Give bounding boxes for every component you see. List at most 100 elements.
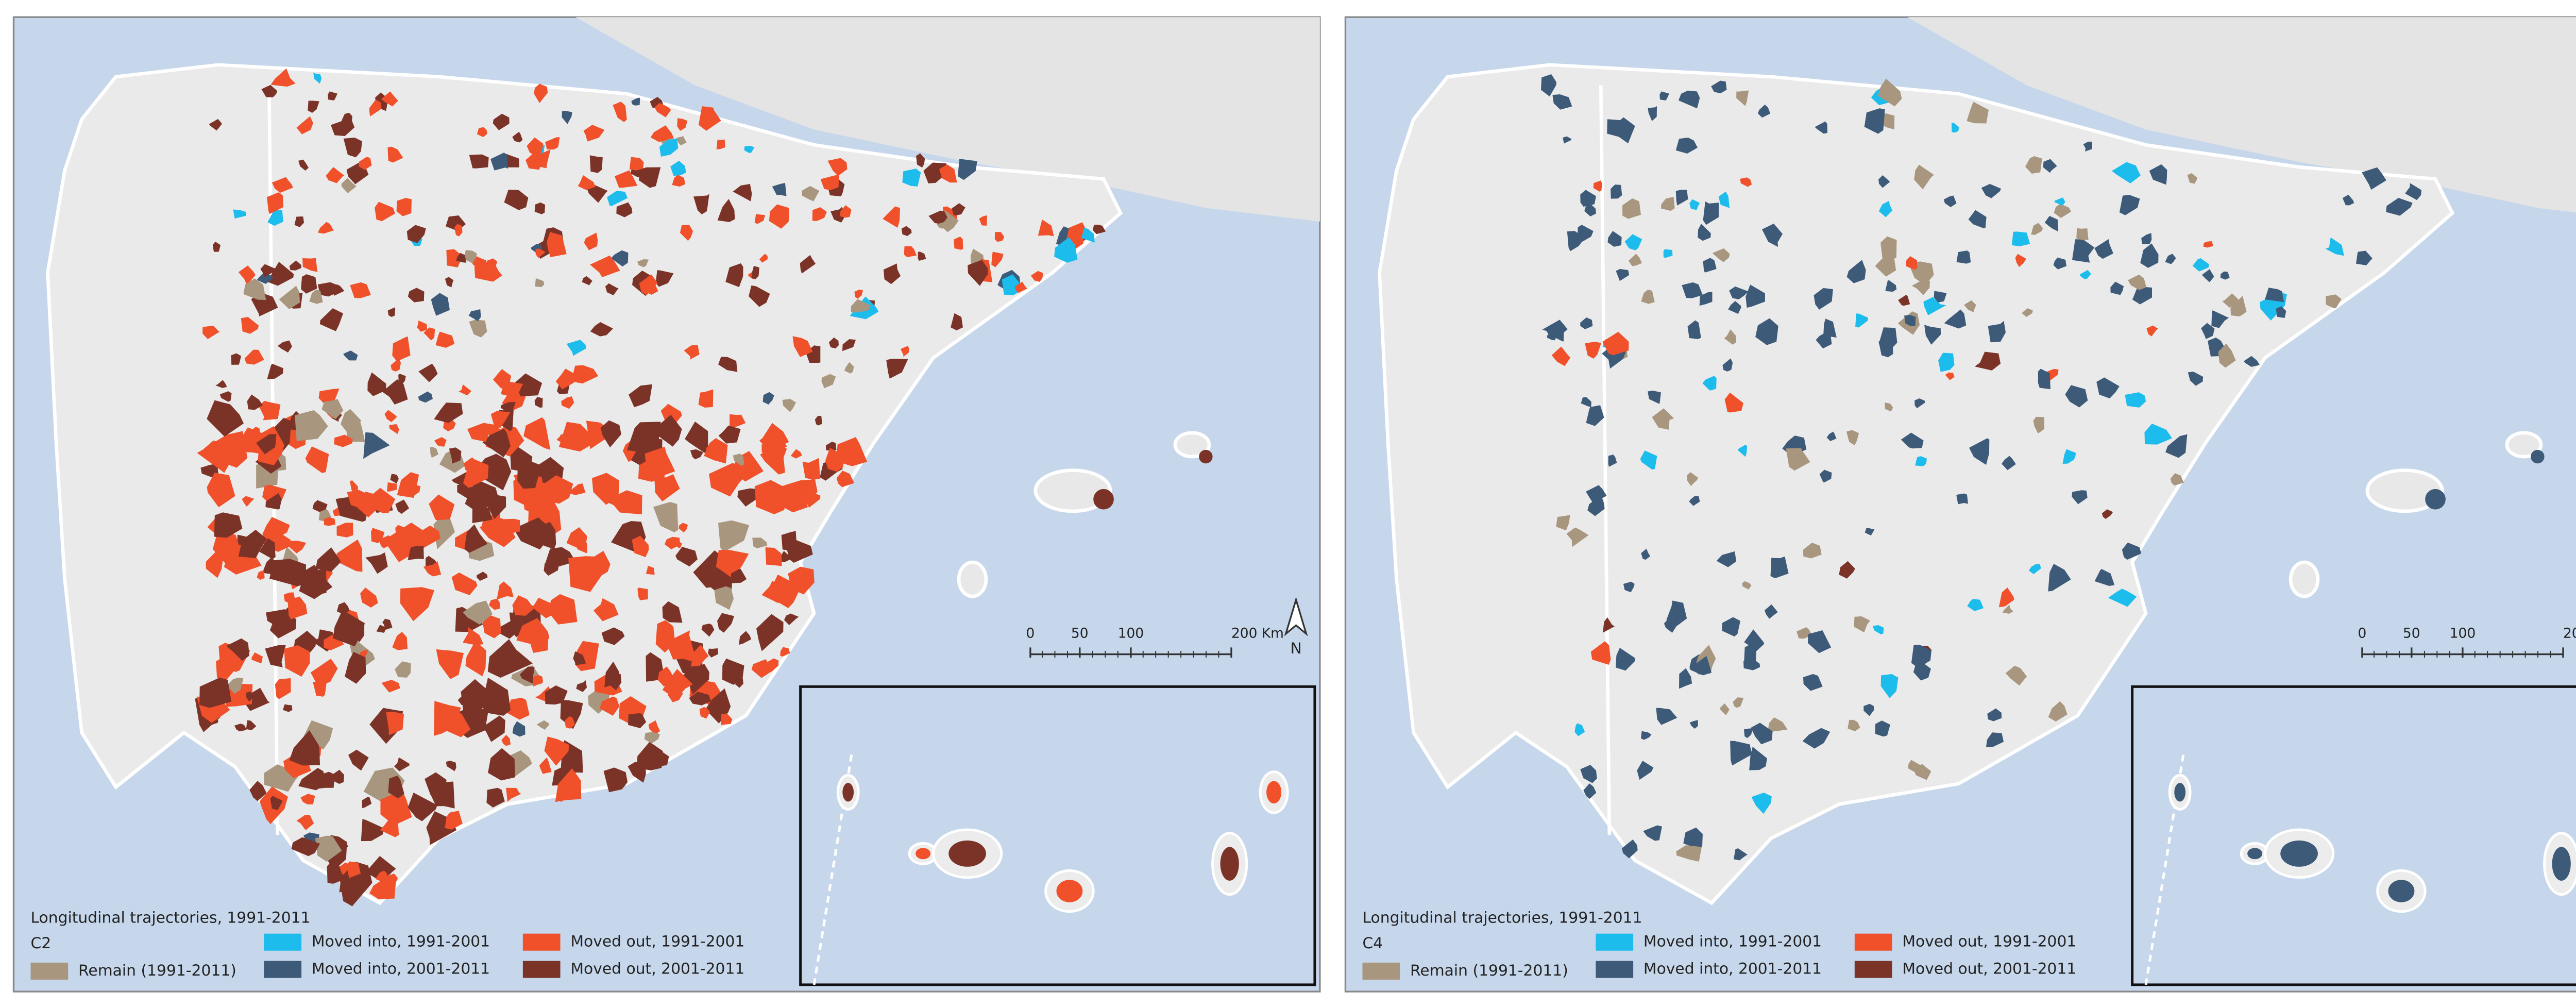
municipality-patch bbox=[2062, 449, 2076, 464]
municipality-patch bbox=[436, 649, 464, 679]
municipality-patch bbox=[1885, 402, 1893, 412]
municipality-patch bbox=[514, 373, 543, 397]
municipality-patch bbox=[781, 531, 796, 551]
municipality-patch bbox=[689, 692, 711, 706]
municipality-patch bbox=[370, 528, 385, 544]
municipality-patch bbox=[1641, 548, 1651, 560]
island bbox=[1173, 431, 1211, 459]
municipality-patch bbox=[790, 449, 802, 459]
municipality-patch bbox=[836, 471, 855, 488]
municipality-patch bbox=[483, 715, 505, 742]
municipality-patch bbox=[324, 517, 336, 526]
municipality-patch bbox=[1762, 223, 1783, 247]
municipality-patch bbox=[392, 336, 411, 362]
municipality-patch bbox=[389, 424, 399, 434]
municipality-patch bbox=[267, 210, 283, 226]
municipality-patch bbox=[2094, 239, 2113, 259]
municipality-patch bbox=[825, 442, 837, 451]
municipality-patch bbox=[842, 339, 856, 351]
municipality-patch bbox=[2110, 281, 2124, 295]
municipality-patch bbox=[265, 493, 282, 510]
municipality-patches bbox=[1540, 74, 2421, 862]
municipality-patch bbox=[1864, 108, 1885, 134]
municipality-patch bbox=[844, 362, 854, 374]
municipality-patch bbox=[506, 697, 530, 720]
municipality-patch bbox=[1755, 318, 1778, 345]
municipality-patch bbox=[1934, 291, 1947, 303]
municipality-patch bbox=[1689, 656, 1712, 676]
municipality-patch bbox=[545, 685, 568, 705]
municipality-patch bbox=[386, 712, 404, 735]
municipality-patch bbox=[2326, 294, 2342, 309]
municipality-patch bbox=[654, 474, 680, 502]
municipality-patch bbox=[1682, 282, 1703, 298]
municipality-patch bbox=[367, 372, 386, 396]
municipality-patch bbox=[456, 253, 467, 263]
municipality-patch bbox=[350, 282, 371, 298]
municipality-patch bbox=[423, 561, 442, 577]
legend-swatch bbox=[522, 933, 561, 951]
municipality-patch bbox=[318, 771, 335, 789]
municipality-patch bbox=[283, 592, 295, 603]
municipality-patch bbox=[238, 265, 256, 286]
municipality-patch bbox=[2054, 197, 2065, 206]
municipality-patch bbox=[391, 358, 401, 372]
municipality-patch bbox=[384, 410, 397, 422]
municipality-patch bbox=[1846, 430, 1859, 445]
municipality-patch bbox=[784, 613, 799, 626]
municipality-patch bbox=[1676, 845, 1702, 862]
municipality-patch bbox=[2048, 701, 2067, 722]
municipality-patch bbox=[257, 569, 265, 580]
municipality-patch bbox=[396, 197, 412, 216]
municipality-patch bbox=[1901, 432, 1924, 449]
municipality-patch bbox=[762, 392, 774, 405]
legend-label: Moved out, 1991-2001 bbox=[1902, 933, 2076, 951]
municipality-patch bbox=[1641, 289, 1655, 304]
municipality-patch bbox=[828, 337, 839, 349]
municipality-patch bbox=[535, 248, 546, 258]
municipality-patch bbox=[336, 602, 350, 615]
municipality-patch bbox=[647, 284, 658, 295]
municipality-patch bbox=[733, 454, 744, 466]
municipality-patch bbox=[654, 103, 671, 118]
municipality-patch bbox=[326, 167, 345, 183]
municipality-patch bbox=[706, 443, 719, 458]
municipality-patch bbox=[2201, 269, 2214, 282]
municipality-patch bbox=[1823, 318, 1837, 338]
municipality-patch bbox=[423, 327, 435, 341]
municipality-patch bbox=[904, 246, 917, 258]
municipality-patch bbox=[463, 459, 489, 488]
municipality-patch bbox=[1540, 74, 1557, 97]
municipality-patch bbox=[1703, 201, 1719, 225]
municipality-patch bbox=[1590, 641, 1611, 665]
island bbox=[2289, 560, 2320, 598]
municipality-patch bbox=[275, 678, 291, 699]
municipality-patch bbox=[733, 183, 752, 202]
municipality-patch bbox=[305, 446, 329, 473]
municipality-patch bbox=[2125, 392, 2146, 408]
municipality-patch bbox=[295, 410, 328, 442]
municipality-patch bbox=[657, 666, 675, 687]
municipality-patch bbox=[709, 462, 747, 497]
municipality-patch bbox=[512, 721, 526, 737]
municipality-patch bbox=[343, 137, 363, 158]
municipality-patch bbox=[2362, 167, 2386, 190]
scale-bar: 0 50 100 200 Km bbox=[1026, 625, 1284, 658]
municipality-patch bbox=[566, 527, 587, 548]
legend-swatch bbox=[264, 961, 302, 978]
municipality-patch bbox=[1556, 515, 1570, 531]
municipality-patch bbox=[886, 359, 908, 379]
municipality-patch bbox=[366, 855, 396, 882]
municipality-patch bbox=[802, 458, 820, 480]
municipality-patch bbox=[2054, 204, 2071, 218]
municipality-patch bbox=[1987, 708, 2002, 721]
municipality-patch bbox=[722, 658, 744, 685]
municipality-patch bbox=[718, 520, 750, 552]
municipality-patch bbox=[578, 175, 596, 190]
municipality-patch bbox=[2044, 216, 2059, 232]
municipality-patch bbox=[455, 607, 483, 632]
municipality-patch bbox=[363, 432, 390, 459]
municipality-patch bbox=[737, 488, 758, 507]
municipality-patch bbox=[2072, 490, 2088, 505]
municipality-patch bbox=[469, 154, 489, 169]
